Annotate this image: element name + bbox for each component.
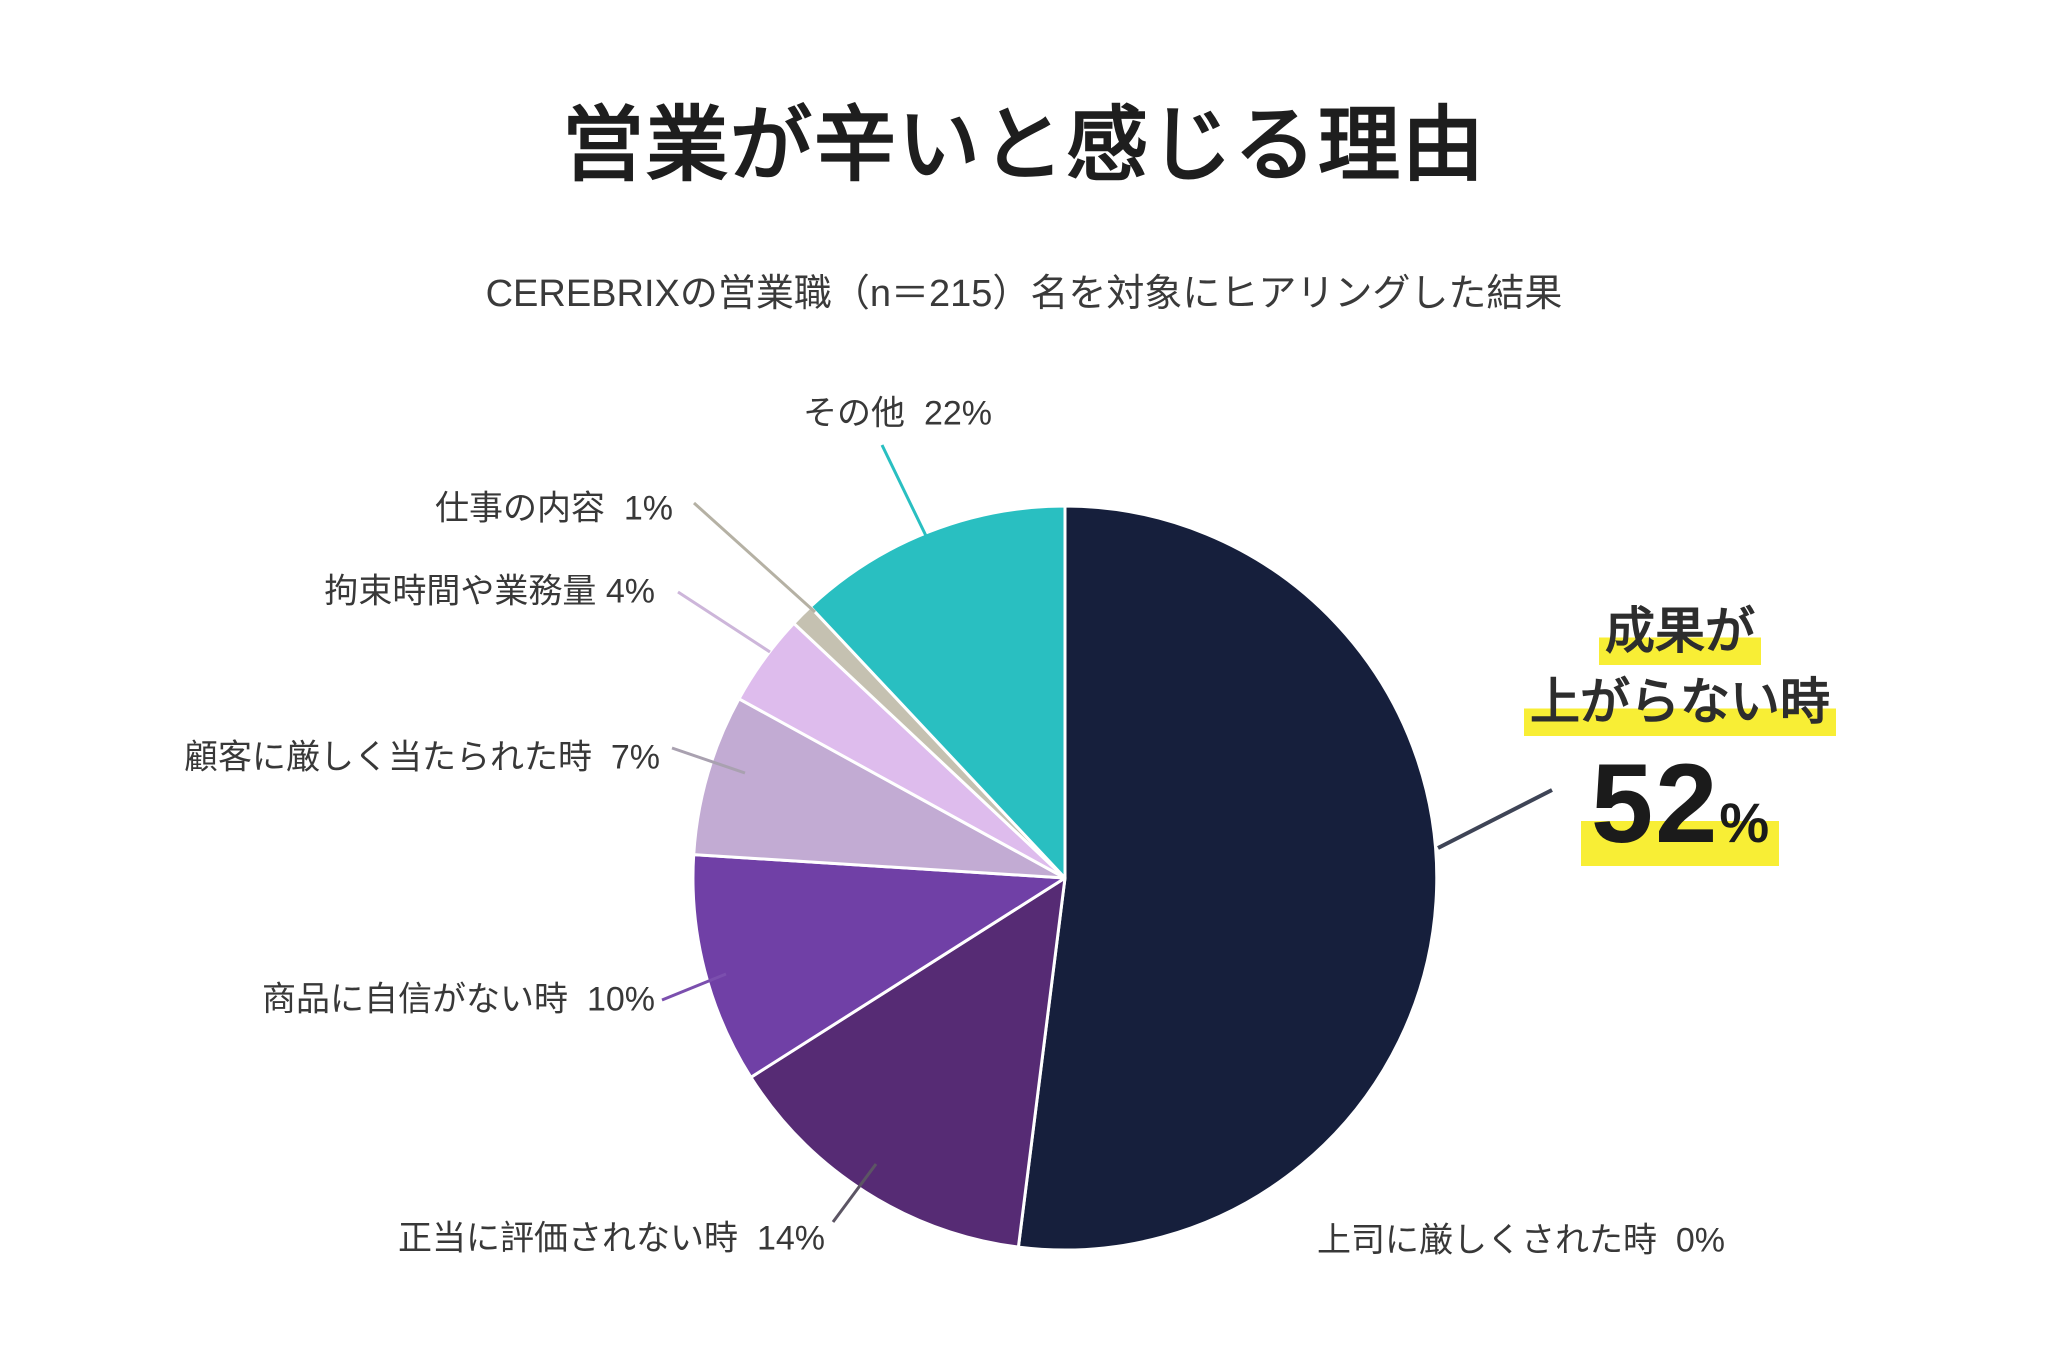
callout-label-joushi: 上司に厳しくされた時 0%: [1317, 1221, 1726, 1260]
pie-slice-7: [808, 504, 1067, 880]
seika-unit: %: [1719, 791, 1770, 854]
seika-value-row: 52%: [1480, 748, 1880, 866]
pie-slice-2: [749, 876, 1067, 1249]
leader-line-shouhin: [661, 972, 727, 1002]
seika-line-2: 上がらない時: [1480, 667, 1880, 738]
seika-line-1-text: 成果が: [1599, 603, 1761, 665]
pie-slice-3: [691, 853, 1067, 1079]
leader-line-kokyaku: [671, 746, 746, 775]
leader-line-seitou: [831, 1163, 878, 1223]
callout-label-seika: 成果が 上がらない時 52%: [1480, 596, 1880, 866]
callout-label-kousoku: 拘束時間や業務量 4%: [324, 572, 655, 611]
callout-label-shigoto: 仕事の内容 1%: [434, 489, 673, 528]
leader-line-sonota: [880, 444, 930, 541]
seika-line-1: 成果が: [1480, 596, 1880, 667]
chart-title: 営業が辛いと感じる理由: [561, 100, 1486, 191]
pie-slice-0: [1016, 504, 1439, 1252]
seika-value: 52: [1590, 741, 1720, 866]
leader-line-seika: [1437, 788, 1553, 850]
pie-slices: [691, 504, 1439, 1252]
callout-label-sonota: その他 22%: [803, 394, 992, 433]
seika-line-2-text: 上がらない時: [1524, 674, 1836, 736]
pie-slice-4: [692, 697, 1067, 880]
callout-label-seitou: 正当に評価されない時 14%: [398, 1219, 825, 1258]
callout-label-kokyaku: 顧客に厳しく当たられた時 7%: [183, 738, 660, 777]
leader-line-shigoto: [692, 501, 817, 614]
seika-value-highlight: 52%: [1580, 748, 1780, 866]
callout-label-shouhin: 商品に自信がない時 10%: [262, 980, 655, 1019]
chart-subtitle: CEREBRIXの営業職（n＝215）名を対象にヒアリングした結果: [485, 273, 1563, 315]
leader-line-kousoku: [677, 590, 771, 654]
